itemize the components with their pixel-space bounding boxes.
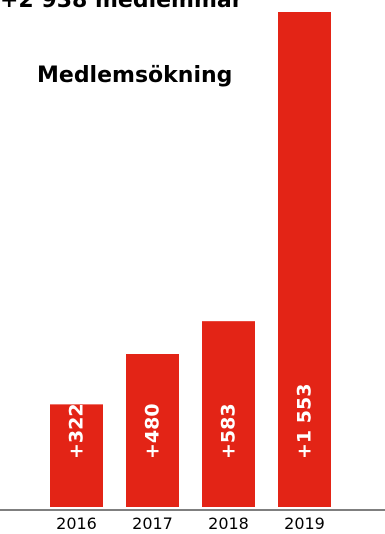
x-tick-labels-group: 2016 2017 2018 2019 xyxy=(56,514,325,533)
bars-group: +322 +480 +583 +1 553 xyxy=(50,12,331,507)
x-tick-label-2018: 2018 xyxy=(208,514,249,533)
bar-value-label-2019: +1 553 xyxy=(294,384,316,459)
x-tick-label-2016: 2016 xyxy=(56,514,97,533)
clipped-headline: +2 938 medlemmar xyxy=(0,0,243,13)
bar-value-label-2018: +583 xyxy=(218,403,240,459)
bar-2019 xyxy=(278,12,331,507)
bar-2018 xyxy=(202,321,255,507)
bar-2017 xyxy=(126,354,179,507)
bar-value-label-2017: +480 xyxy=(142,403,164,459)
x-tick-label-2019: 2019 xyxy=(284,514,325,533)
x-tick-label-2017: 2017 xyxy=(132,514,173,533)
chart-title: Medlemsökning xyxy=(37,63,232,88)
bar-2016 xyxy=(50,404,103,507)
bar-value-label-2016: +322 xyxy=(66,403,88,459)
